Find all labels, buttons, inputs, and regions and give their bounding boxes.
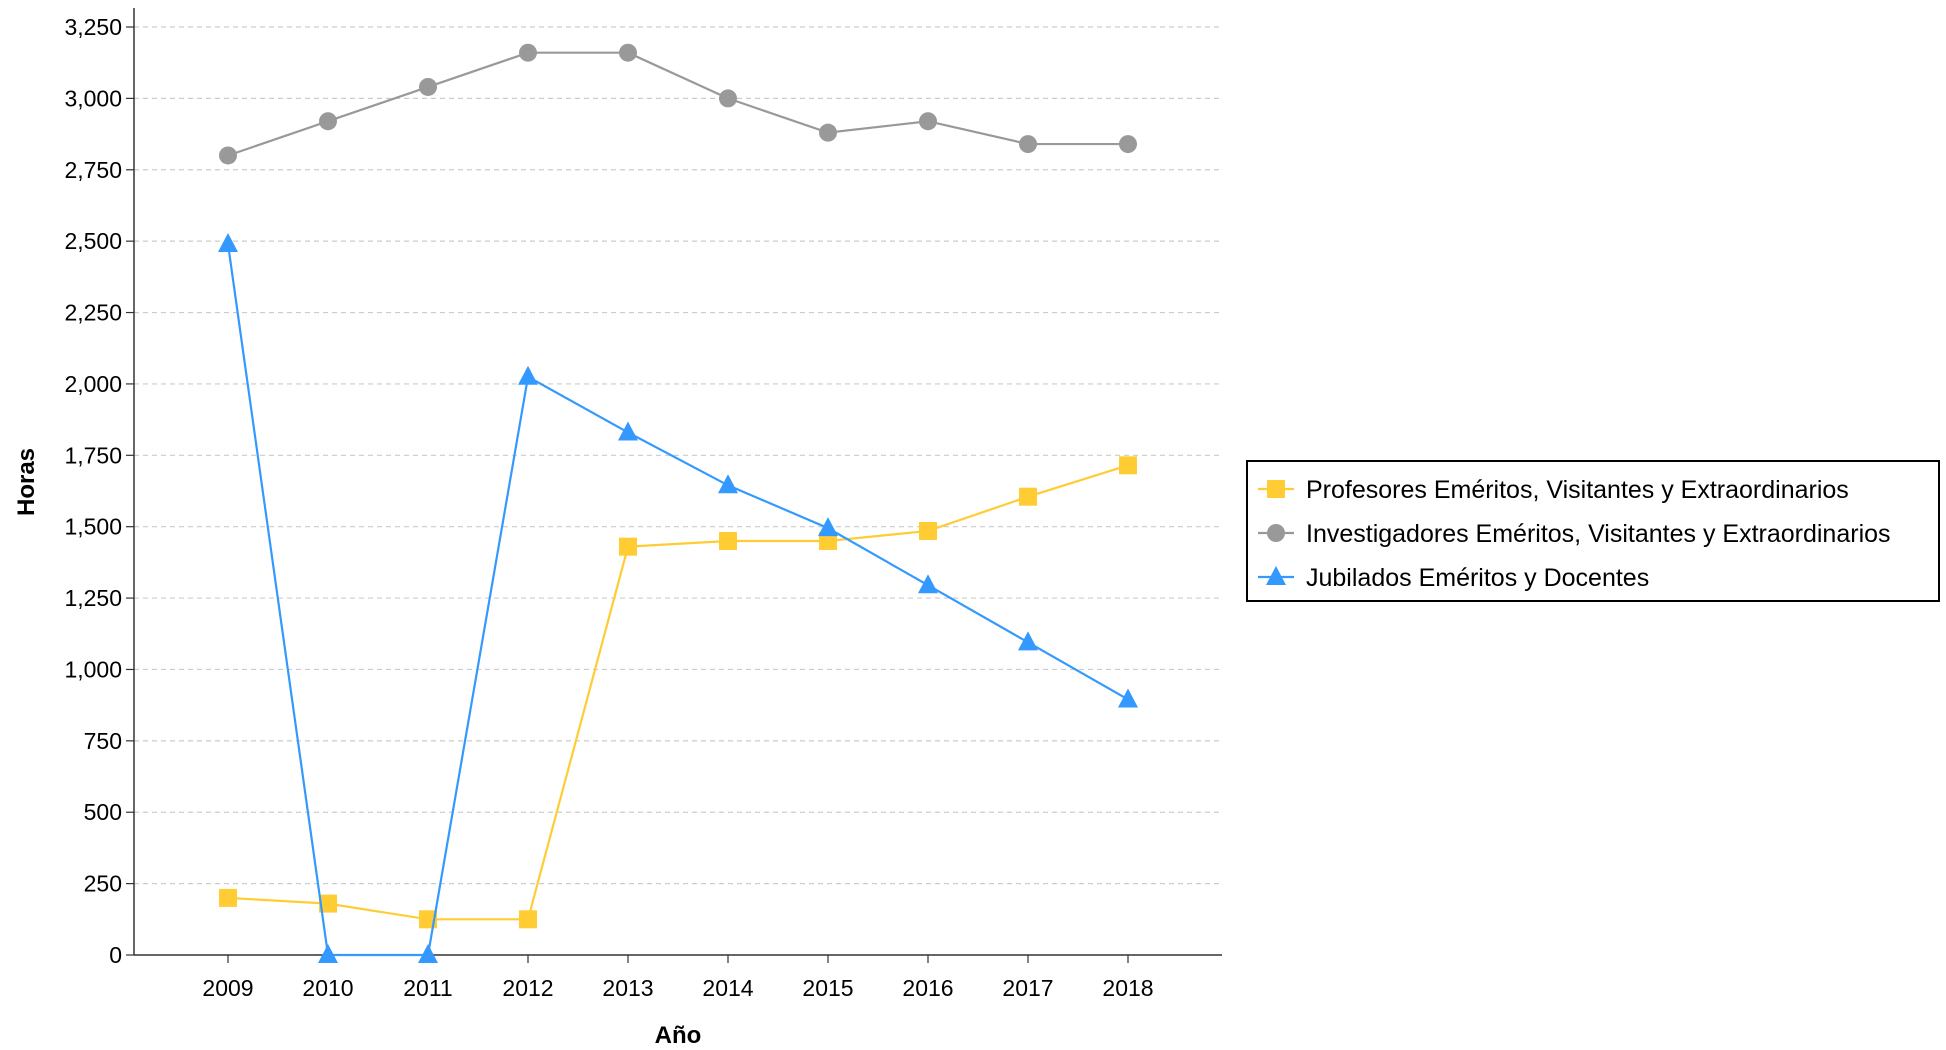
data-point	[218, 233, 238, 253]
series-line	[227, 464, 1129, 921]
series-line	[227, 51, 1128, 157]
gridlines	[126, 26, 1222, 963]
data-point	[919, 521, 937, 540]
series-2	[219, 43, 1137, 165]
legend-label: Profesores Eméritos, Visitantes y Extrao…	[1306, 476, 1849, 504]
y-tick-label: 2,750	[64, 157, 122, 183]
data-point	[1119, 135, 1137, 154]
legend: Profesores Eméritos, Visitantes y Extrao…	[1246, 460, 1940, 602]
y-tick-labels: 0 250 500 750 1,000 1,250 1,500 1,750 2,000 2,250…	[64, 14, 122, 968]
data-point	[219, 146, 237, 165]
y-axis-title: Horas	[13, 448, 40, 516]
data-point	[618, 421, 638, 441]
y-tick-label: 2,500	[64, 228, 122, 254]
series-1	[219, 456, 1137, 929]
legend-swatch-marker	[1267, 524, 1285, 542]
legend-label: Investigadores Eméritos, Visitantes y Ex…	[1306, 520, 1891, 548]
series-3	[218, 233, 1138, 963]
data-point	[1019, 135, 1037, 154]
x-tick-label: 2011	[403, 975, 452, 1001]
x-tick-label: 2012	[502, 975, 553, 1001]
data-point	[319, 112, 337, 131]
y-tick-label: 750	[84, 728, 122, 754]
data-point	[519, 43, 537, 62]
legend-box	[1246, 460, 1940, 602]
data-point	[1118, 688, 1138, 708]
y-tick-label: 2,000	[64, 371, 122, 397]
data-point	[219, 888, 237, 907]
data-point	[619, 43, 637, 62]
y-tick-label: 1,500	[64, 514, 122, 540]
data-point	[918, 574, 938, 594]
data-point	[1018, 631, 1038, 651]
legend-label: Jubilados Eméritos y Docentes	[1306, 564, 1649, 592]
x-axis-title: Año	[655, 1022, 702, 1049]
data-point	[819, 123, 837, 142]
x-tick-label: 2018	[1102, 975, 1153, 1001]
axes	[133, 8, 1222, 956]
data-point	[719, 89, 737, 108]
x-tick-label: 2016	[902, 975, 953, 1001]
series	[218, 43, 1138, 963]
data-point	[718, 474, 738, 494]
data-point	[619, 537, 637, 556]
legend-swatch-marker	[1266, 566, 1286, 585]
y-tick-label: 1,000	[64, 656, 122, 682]
data-point	[719, 531, 737, 550]
y-tick-label: 2,250	[64, 300, 122, 326]
legend-swatch-marker	[1267, 480, 1285, 498]
x-tick-label: 2017	[1002, 975, 1053, 1001]
y-tick-label: 1,250	[64, 585, 122, 611]
data-point	[919, 112, 937, 131]
data-point	[1019, 487, 1037, 506]
data-point	[1119, 456, 1137, 475]
x-tick-label: 2010	[302, 975, 353, 1001]
y-tick-label: 0	[109, 942, 122, 968]
y-tick-label: 3,000	[64, 85, 122, 111]
data-point	[518, 365, 538, 385]
y-tick-label: 500	[84, 799, 122, 825]
x-tick-label: 2009	[202, 975, 253, 1001]
x-tick-label: 2014	[702, 975, 753, 1001]
data-point	[319, 894, 337, 913]
series-line	[226, 243, 1129, 957]
x-tick-label: 2013	[602, 975, 653, 1001]
data-point	[418, 944, 438, 963]
x-tick-label: 2015	[802, 975, 853, 1001]
y-tick-label: 3,250	[64, 14, 122, 40]
data-point	[819, 531, 837, 550]
data-point	[318, 944, 338, 963]
data-point	[519, 910, 537, 929]
data-point	[818, 517, 838, 537]
y-tick-label: 250	[84, 871, 122, 897]
x-tick-labels: 2009 2010 2011 2012 2013 2014 2015 2016 2017 2018	[202, 975, 1153, 1001]
data-point	[419, 77, 437, 96]
y-tick-label: 1,750	[64, 442, 122, 468]
